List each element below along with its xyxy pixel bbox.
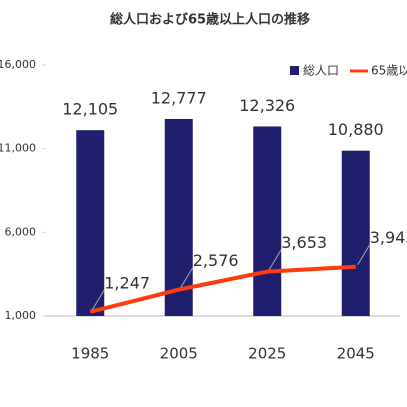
data-label: 12,326 <box>239 96 295 115</box>
legend-label: 65歳以上 <box>371 64 407 78</box>
x-tick-label: 2025 <box>248 345 286 363</box>
data-label: 3,945 <box>370 228 407 247</box>
leader-line <box>357 244 371 265</box>
bar <box>76 130 105 316</box>
x-tick-label: 2045 <box>337 345 375 363</box>
data-label: 10,880 <box>328 120 384 139</box>
legend-swatch <box>290 66 299 75</box>
leader-line <box>91 289 105 311</box>
data-label: 2,576 <box>193 251 239 270</box>
legend-label: 総人口 <box>303 64 339 78</box>
y-tick-label: 6,000 <box>5 225 37 238</box>
data-label: 12,777 <box>151 88 207 107</box>
y-tick-label: 1,000 <box>5 309 37 322</box>
chart-title: 総人口および65歳以上人口の推移 <box>110 12 310 28</box>
data-label: 1,247 <box>104 273 150 292</box>
x-tick-label: 1985 <box>71 345 109 363</box>
y-tick-label: 16,000 <box>0 58 36 71</box>
leader-line <box>268 249 282 270</box>
leader-line <box>180 267 194 288</box>
data-label: 3,653 <box>281 233 327 252</box>
data-label: 12,105 <box>62 100 118 119</box>
y-tick-label: 11,000 <box>0 142 36 155</box>
x-tick-label: 2005 <box>160 345 198 363</box>
line <box>89 264 356 314</box>
bar <box>164 118 193 316</box>
bar <box>253 126 282 316</box>
bar <box>341 150 370 316</box>
